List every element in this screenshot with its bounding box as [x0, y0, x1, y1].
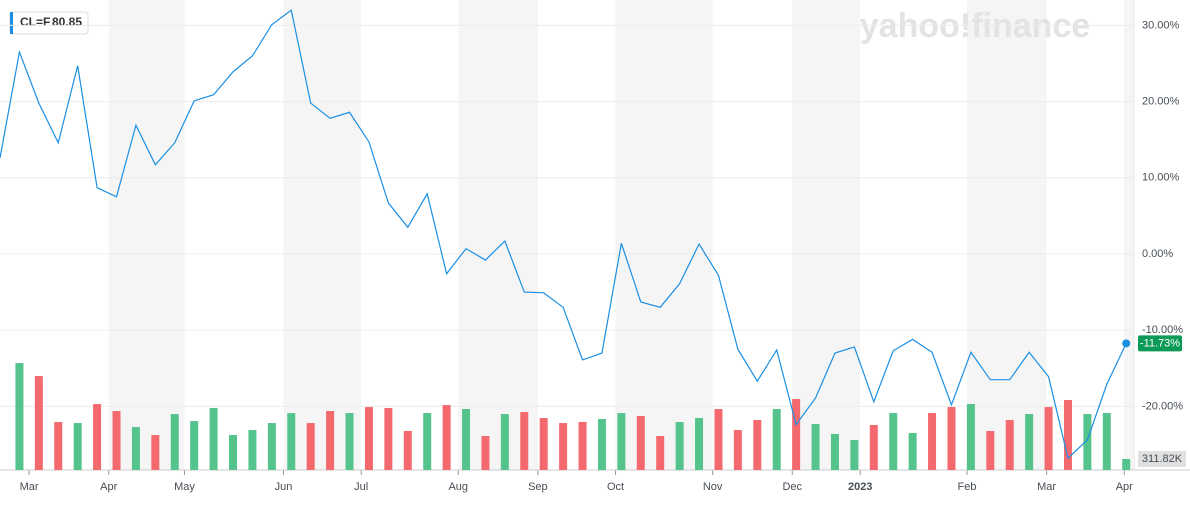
- quote-badge-accent: [10, 12, 13, 34]
- background: [108, 0, 1190, 470]
- x-tick-label: Nov: [703, 481, 723, 493]
- volume-bar: [1122, 459, 1131, 470]
- axis-panel: [1134, 0, 1190, 470]
- volume-bar: [384, 408, 393, 470]
- volume-bar: [811, 424, 820, 470]
- volume-bar: [636, 416, 645, 470]
- volume-bar: [1063, 400, 1072, 470]
- watermark: yahoo!finance: [860, 7, 1090, 45]
- volume-label: 311.82K: [1142, 453, 1183, 465]
- volume-bar: [656, 436, 665, 470]
- y-tick-label: 10.00%: [1142, 172, 1180, 184]
- month-band: [1124, 0, 1134, 470]
- volume-bar: [772, 409, 781, 470]
- volume-bar: [539, 418, 548, 470]
- volume-bar: [190, 421, 199, 470]
- volume-bar: [151, 435, 160, 470]
- price: 80.85: [52, 15, 82, 29]
- volume-bar: [15, 363, 24, 470]
- x-tick-label: Jun: [275, 481, 293, 493]
- x-tick-label: Feb: [958, 481, 977, 493]
- volume-bar: [54, 422, 63, 470]
- volume-bar: [403, 431, 412, 470]
- volume-bar: [112, 411, 121, 470]
- x-tick-label: May: [174, 481, 195, 493]
- symbol: CL=F: [20, 15, 50, 29]
- month-band: [283, 0, 362, 470]
- volume-bar: [830, 434, 839, 470]
- volume-bar: [500, 414, 509, 470]
- volume-bar: [1005, 420, 1014, 470]
- volume-bar: [1025, 414, 1034, 470]
- volume-bar: [34, 376, 43, 470]
- volume-bar: [1083, 414, 1092, 470]
- volume-bar: [559, 423, 568, 470]
- x-tick-label: 2023: [848, 481, 872, 493]
- volume-bar: [442, 405, 451, 470]
- volume-bar: [462, 409, 471, 470]
- volume-bar: [170, 414, 179, 470]
- x-tick-label: Apr: [100, 481, 117, 493]
- y-tick-label: 20.00%: [1142, 95, 1180, 107]
- y-tick-label: -20.00%: [1142, 400, 1183, 412]
- volume-bar: [364, 407, 373, 470]
- volume-bar: [889, 413, 898, 470]
- volume-bar: [675, 422, 684, 470]
- volume-bar: [869, 425, 878, 470]
- last-point: [1122, 339, 1131, 348]
- volume-bar: [267, 423, 276, 470]
- volume-bar: [792, 399, 801, 470]
- volume-bar: [73, 423, 82, 470]
- volume-bar: [733, 430, 742, 470]
- volume-bar: [966, 404, 975, 470]
- volume-bar: [326, 411, 335, 470]
- x-tick-label: Mar: [1037, 481, 1056, 493]
- volume-bar: [597, 419, 606, 470]
- volume-bar: [481, 436, 490, 470]
- volume-bar: [753, 420, 762, 470]
- month-band: [792, 0, 861, 470]
- volume-bar: [287, 413, 296, 470]
- x-tick-label: Oct: [607, 481, 624, 493]
- volume-bar: [908, 433, 917, 470]
- volume-bar: [850, 440, 859, 470]
- month-band: [108, 0, 185, 470]
- volume-bar: [1102, 413, 1111, 470]
- y-tick-label: 30.00%: [1142, 19, 1180, 31]
- volume-bar: [695, 418, 704, 470]
- y-tick-label: -10.00%: [1142, 324, 1183, 336]
- x-tick-label: Sep: [528, 481, 548, 493]
- volume-bar: [248, 430, 257, 470]
- volume-bar: [578, 422, 587, 470]
- volume-bar: [617, 413, 626, 470]
- volume-bar: [306, 423, 315, 470]
- volume-bar: [93, 404, 102, 470]
- volume-bar: [131, 427, 140, 470]
- month-band: [458, 0, 538, 470]
- x-tick-label: Dec: [782, 481, 802, 493]
- volume-bar: [423, 413, 432, 470]
- x-tick-label: Apr: [1116, 481, 1133, 493]
- last-value-badge: [1138, 335, 1182, 352]
- x-tick-label: Jul: [354, 481, 368, 493]
- volume-badge: [1138, 451, 1186, 467]
- volume-bar: [714, 409, 723, 470]
- month-band: [967, 0, 1047, 470]
- month-band: [615, 0, 713, 470]
- volume-bar: [520, 412, 529, 470]
- price-line: [0, 9, 1127, 460]
- x-tick-label: Mar: [20, 481, 39, 493]
- volume-bar: [986, 431, 995, 470]
- volume-bar: [209, 408, 218, 470]
- y-tick-label: 0.00%: [1142, 248, 1173, 260]
- volume-bar: [1044, 407, 1053, 470]
- x-tick-label: Aug: [448, 481, 468, 493]
- volume-bar: [947, 407, 956, 470]
- volume-bar: [229, 435, 238, 470]
- last-value-label: -11.73%: [1140, 337, 1180, 349]
- volume-bar: [928, 413, 937, 470]
- volume-bar: [345, 413, 354, 470]
